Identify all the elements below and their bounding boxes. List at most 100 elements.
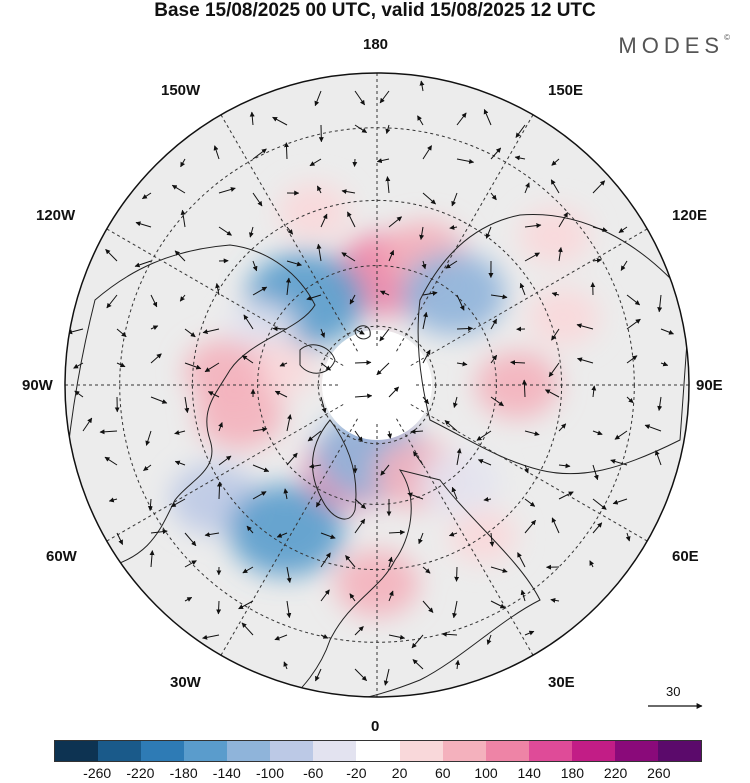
- brand-mark: ©: [724, 33, 730, 42]
- wind-vector-103: [320, 634, 329, 639]
- map-title: Base 15/08/2025 00 UTC, valid 15/08/2025…: [154, 0, 596, 21]
- wind-vector-223: [592, 226, 608, 232]
- wind-vector-44: [202, 328, 220, 335]
- wind-vector-195: [524, 223, 542, 229]
- anomaly-cell-9: [228, 483, 345, 577]
- colorbar: [54, 740, 702, 762]
- wind-vector-201: [524, 430, 540, 436]
- colorbar-tick-label: -260: [83, 765, 112, 781]
- wind-vector-224: [592, 257, 602, 263]
- wind-vector-75: [285, 277, 291, 296]
- wind-vector-99: [315, 498, 322, 508]
- wind-vector-81: [283, 488, 289, 500]
- wind-vector-122: [354, 668, 367, 682]
- wind-vector-152: [412, 451, 424, 466]
- wind-vector-164: [456, 294, 465, 311]
- wind-vector-171: [448, 531, 458, 537]
- wind-vector-126: [385, 176, 391, 194]
- wind-vector-203: [524, 498, 536, 507]
- wind-vector-178: [490, 192, 497, 201]
- wind-vector-160: [456, 158, 475, 164]
- wind-vector-184: [490, 396, 504, 407]
- wind-vector-208: [551, 158, 560, 166]
- wind-vector-172: [454, 566, 460, 582]
- wind-vector-177: [490, 147, 502, 160]
- wind-vector-48: [218, 455, 232, 466]
- wind-vector-10: [104, 456, 118, 466]
- wind-vector-31: [184, 362, 202, 370]
- wind-vector-218: [558, 491, 574, 500]
- colorbar-bin-5: [270, 741, 314, 761]
- wind-vector-190: [490, 600, 506, 609]
- wind-vector-14: [135, 221, 152, 228]
- lon-label-30w: 30W: [170, 674, 201, 691]
- wind-vector-71: [283, 142, 289, 160]
- colorbar-tick-label: 20: [391, 765, 408, 781]
- anomaly-cell-17: [401, 251, 506, 336]
- colorbar-tick-label: 260: [647, 765, 671, 781]
- wind-vector-108: [341, 189, 356, 195]
- colorbar-tick-label: 220: [603, 765, 628, 781]
- wind-vector-125: [376, 158, 390, 164]
- wind-vector-98: [309, 463, 322, 469]
- wind-vector-193: [514, 155, 526, 161]
- wind-vector-80: [286, 452, 298, 466]
- wind-vector-102: [320, 589, 330, 602]
- lon-label-0: 0: [371, 718, 380, 735]
- wind-vector-228: [591, 385, 597, 398]
- wind-vector-64: [252, 464, 270, 473]
- wind-vector-4: [105, 249, 118, 262]
- wind-vector-87: [314, 90, 322, 107]
- wind-vector-175: [455, 659, 461, 670]
- wind-vector-148: [422, 311, 428, 330]
- wind-vector-170: [451, 486, 458, 500]
- wind-vector-83: [286, 566, 292, 583]
- wind-vector-133: [387, 430, 393, 439]
- graticule: [65, 73, 689, 697]
- wind-vector-60: [243, 314, 254, 330]
- colorbar-bin-7: [356, 741, 400, 761]
- colorbar-bin-9: [442, 741, 486, 761]
- wind-vector-207: [524, 630, 535, 636]
- wind-vector-61: [241, 355, 254, 364]
- lon-label-180: 180: [363, 36, 389, 53]
- wind-vector-153: [407, 492, 424, 500]
- colorbar-tick-label: -140: [212, 765, 241, 781]
- wind-vector-84: [286, 600, 292, 619]
- wind-vector-65: [252, 491, 267, 500]
- wind-vector-92: [316, 243, 322, 262]
- wind-vector-24: [149, 550, 155, 568]
- wind-vector-196: [524, 252, 540, 262]
- wind-vector-96: [320, 396, 327, 414]
- lon-label-60w: 60W: [46, 548, 77, 565]
- wind-vector-156: [422, 600, 434, 613]
- wind-vector-110: [341, 252, 356, 262]
- colorbar-bin-12: [571, 741, 615, 761]
- wind-vector-192: [515, 124, 526, 138]
- wind-vector-209: [550, 179, 560, 194]
- wind-vector-150: [422, 396, 429, 405]
- map-border: [64, 72, 690, 698]
- wind-vector-240: [614, 430, 628, 440]
- wind-vector-123: [379, 90, 390, 104]
- reference-vector-arrow: [648, 703, 703, 709]
- wind-vector-211: [557, 247, 563, 262]
- brand-name: MODES: [618, 33, 725, 58]
- colorbar-ticks: -260 -220 -180 -140 -100 -60 -20 20 60 100 140 180 2…: [54, 762, 702, 783]
- wind-vector-182: [490, 318, 498, 330]
- wind-vector-95: [320, 362, 331, 371]
- colorbar-bin-6: [313, 741, 357, 761]
- anomaly-cell-15: [419, 450, 500, 515]
- wind-vector-120: [349, 593, 356, 602]
- wind-vector-15: [134, 260, 152, 268]
- wind-vector-1: [73, 362, 84, 369]
- coastline-islands: [299, 325, 371, 374]
- wind-vector-183: [490, 354, 498, 364]
- wind-vector-236: [626, 294, 641, 306]
- anomaly-field: [170, 182, 600, 618]
- wind-vector-141: [419, 80, 425, 92]
- wind-vector-16: [150, 294, 158, 308]
- wind-vector-242: [612, 498, 628, 505]
- lon-label-120w: 120W: [36, 207, 76, 224]
- wind-vector-199: [510, 360, 526, 366]
